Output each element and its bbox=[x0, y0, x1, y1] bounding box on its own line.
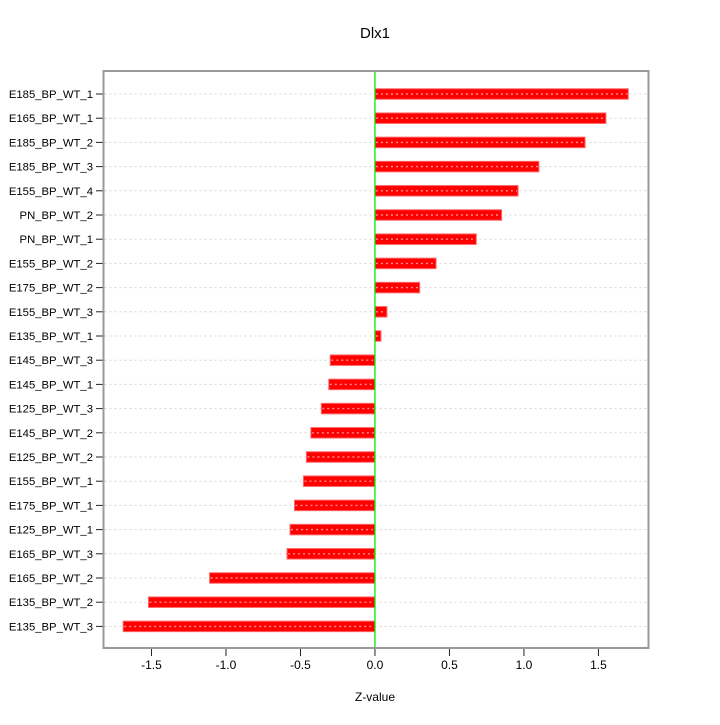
y-tick-label: E175_BP_WT_2 bbox=[9, 283, 93, 295]
y-tick-label: E165_BP_WT_3 bbox=[9, 549, 93, 561]
bar bbox=[302, 475, 376, 487]
y-tick-label: E135_BP_WT_1 bbox=[9, 331, 93, 343]
y-tick-label: E165_BP_WT_2 bbox=[9, 573, 93, 585]
y-tick-label: PN_BP_WT_2 bbox=[20, 210, 93, 222]
y-tick-label: E185_BP_WT_3 bbox=[9, 162, 93, 174]
y-tick-label: E135_BP_WT_3 bbox=[9, 621, 93, 633]
y-tick-label: E155_BP_WT_2 bbox=[9, 258, 93, 270]
y-tick-label: E165_BP_WT_1 bbox=[9, 113, 93, 125]
y-tick-label: E145_BP_WT_3 bbox=[9, 355, 93, 367]
y-tick-label: E125_BP_WT_2 bbox=[9, 452, 93, 464]
x-tick-label: -1.0 bbox=[216, 658, 237, 672]
x-tick-label: 0.5 bbox=[441, 658, 458, 672]
y-tick-label: PN_BP_WT_1 bbox=[20, 234, 93, 246]
y-tick-label: E185_BP_WT_2 bbox=[9, 137, 93, 149]
y-tick-label: E155_BP_WT_3 bbox=[9, 307, 93, 319]
y-tick-label: E155_BP_WT_4 bbox=[9, 186, 93, 198]
y-tick-label: E175_BP_WT_1 bbox=[9, 500, 93, 512]
grid-layer bbox=[104, 93, 648, 627]
x-tick-label: -1.5 bbox=[141, 658, 162, 672]
x-tick-label: 1.5 bbox=[590, 658, 607, 672]
y-tick-label: E135_BP_WT_2 bbox=[9, 597, 93, 609]
bar bbox=[286, 548, 376, 560]
y-tick-label: E145_BP_WT_1 bbox=[9, 379, 93, 391]
bar bbox=[305, 451, 376, 463]
y-tick-label: E155_BP_WT_1 bbox=[9, 476, 93, 488]
x-tick-label: 1.0 bbox=[516, 658, 533, 672]
axis-layer: E185_BP_WT_1 E165_BP_WT_1 E185_BP_WT_2 E185… bbox=[9, 71, 607, 672]
x-tick-label: 0.0 bbox=[367, 658, 384, 672]
x-axis-label: Z-value bbox=[355, 690, 395, 704]
y-tick-label: E125_BP_WT_3 bbox=[9, 404, 93, 416]
y-tick-label: E145_BP_WT_2 bbox=[9, 428, 93, 440]
plot-border bbox=[102, 70, 650, 649]
x-tick-label: -0.5 bbox=[290, 658, 311, 672]
chart-title: Dlx1 bbox=[360, 25, 390, 42]
bar-layer bbox=[122, 88, 629, 633]
y-tick-label: E185_BP_WT_1 bbox=[9, 89, 93, 101]
y-tick-label: E125_BP_WT_1 bbox=[9, 525, 93, 537]
